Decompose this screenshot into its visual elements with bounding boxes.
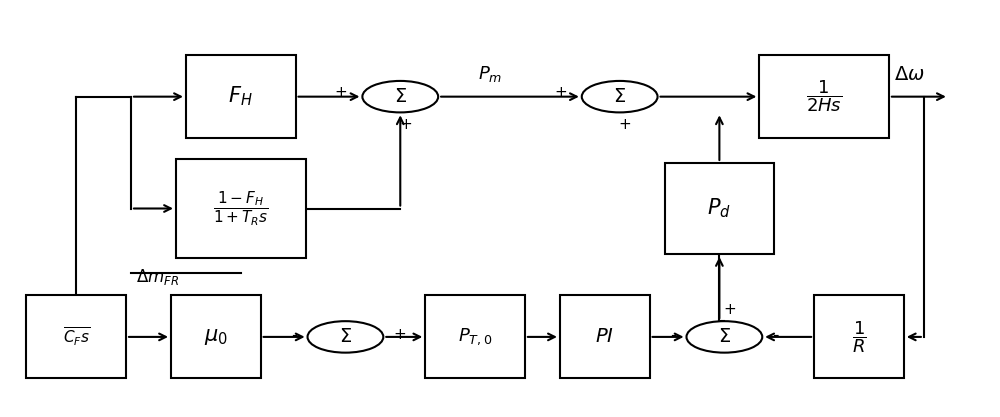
Text: +: + bbox=[335, 85, 347, 100]
Text: $\Sigma$: $\Sigma$ bbox=[613, 87, 626, 106]
Circle shape bbox=[582, 81, 658, 113]
Text: -: - bbox=[772, 326, 779, 344]
FancyBboxPatch shape bbox=[560, 296, 650, 378]
FancyBboxPatch shape bbox=[425, 296, 525, 378]
Text: $\Delta\omega$: $\Delta\omega$ bbox=[894, 65, 925, 84]
Text: $\overline{C_F s}$: $\overline{C_F s}$ bbox=[63, 326, 90, 348]
Text: $P_{T,0}$: $P_{T,0}$ bbox=[458, 327, 492, 347]
Text: $\dfrac{1}{R}$: $\dfrac{1}{R}$ bbox=[852, 319, 866, 355]
Text: $PI$: $PI$ bbox=[595, 327, 614, 347]
Text: +: + bbox=[399, 116, 412, 131]
Text: $F_H$: $F_H$ bbox=[228, 85, 253, 108]
FancyBboxPatch shape bbox=[665, 163, 774, 254]
Text: +: + bbox=[723, 302, 736, 317]
Text: $\Sigma$: $\Sigma$ bbox=[718, 327, 731, 347]
Text: $\Sigma$: $\Sigma$ bbox=[339, 327, 352, 347]
FancyBboxPatch shape bbox=[759, 55, 889, 138]
Text: $P_m$: $P_m$ bbox=[478, 64, 502, 84]
Text: $\Sigma$: $\Sigma$ bbox=[394, 87, 407, 106]
FancyBboxPatch shape bbox=[176, 159, 306, 258]
Text: +: + bbox=[554, 85, 567, 100]
FancyBboxPatch shape bbox=[171, 296, 261, 378]
Text: $\mu_0$: $\mu_0$ bbox=[204, 327, 228, 347]
FancyBboxPatch shape bbox=[26, 296, 126, 378]
FancyBboxPatch shape bbox=[814, 296, 904, 378]
Text: -: - bbox=[670, 326, 677, 344]
FancyBboxPatch shape bbox=[186, 55, 296, 138]
Text: -: - bbox=[291, 326, 298, 344]
Text: $\dfrac{1-F_H}{1+T_R s}$: $\dfrac{1-F_H}{1+T_R s}$ bbox=[213, 189, 268, 228]
Circle shape bbox=[362, 81, 438, 113]
Circle shape bbox=[308, 321, 383, 353]
Circle shape bbox=[686, 321, 762, 353]
Text: $\Delta m_{FR}$: $\Delta m_{FR}$ bbox=[136, 267, 179, 287]
Text: +: + bbox=[393, 327, 406, 342]
Text: $P_d$: $P_d$ bbox=[707, 197, 731, 220]
Text: +: + bbox=[618, 116, 631, 131]
Text: $\dfrac{1}{2Hs}$: $\dfrac{1}{2Hs}$ bbox=[806, 79, 842, 115]
